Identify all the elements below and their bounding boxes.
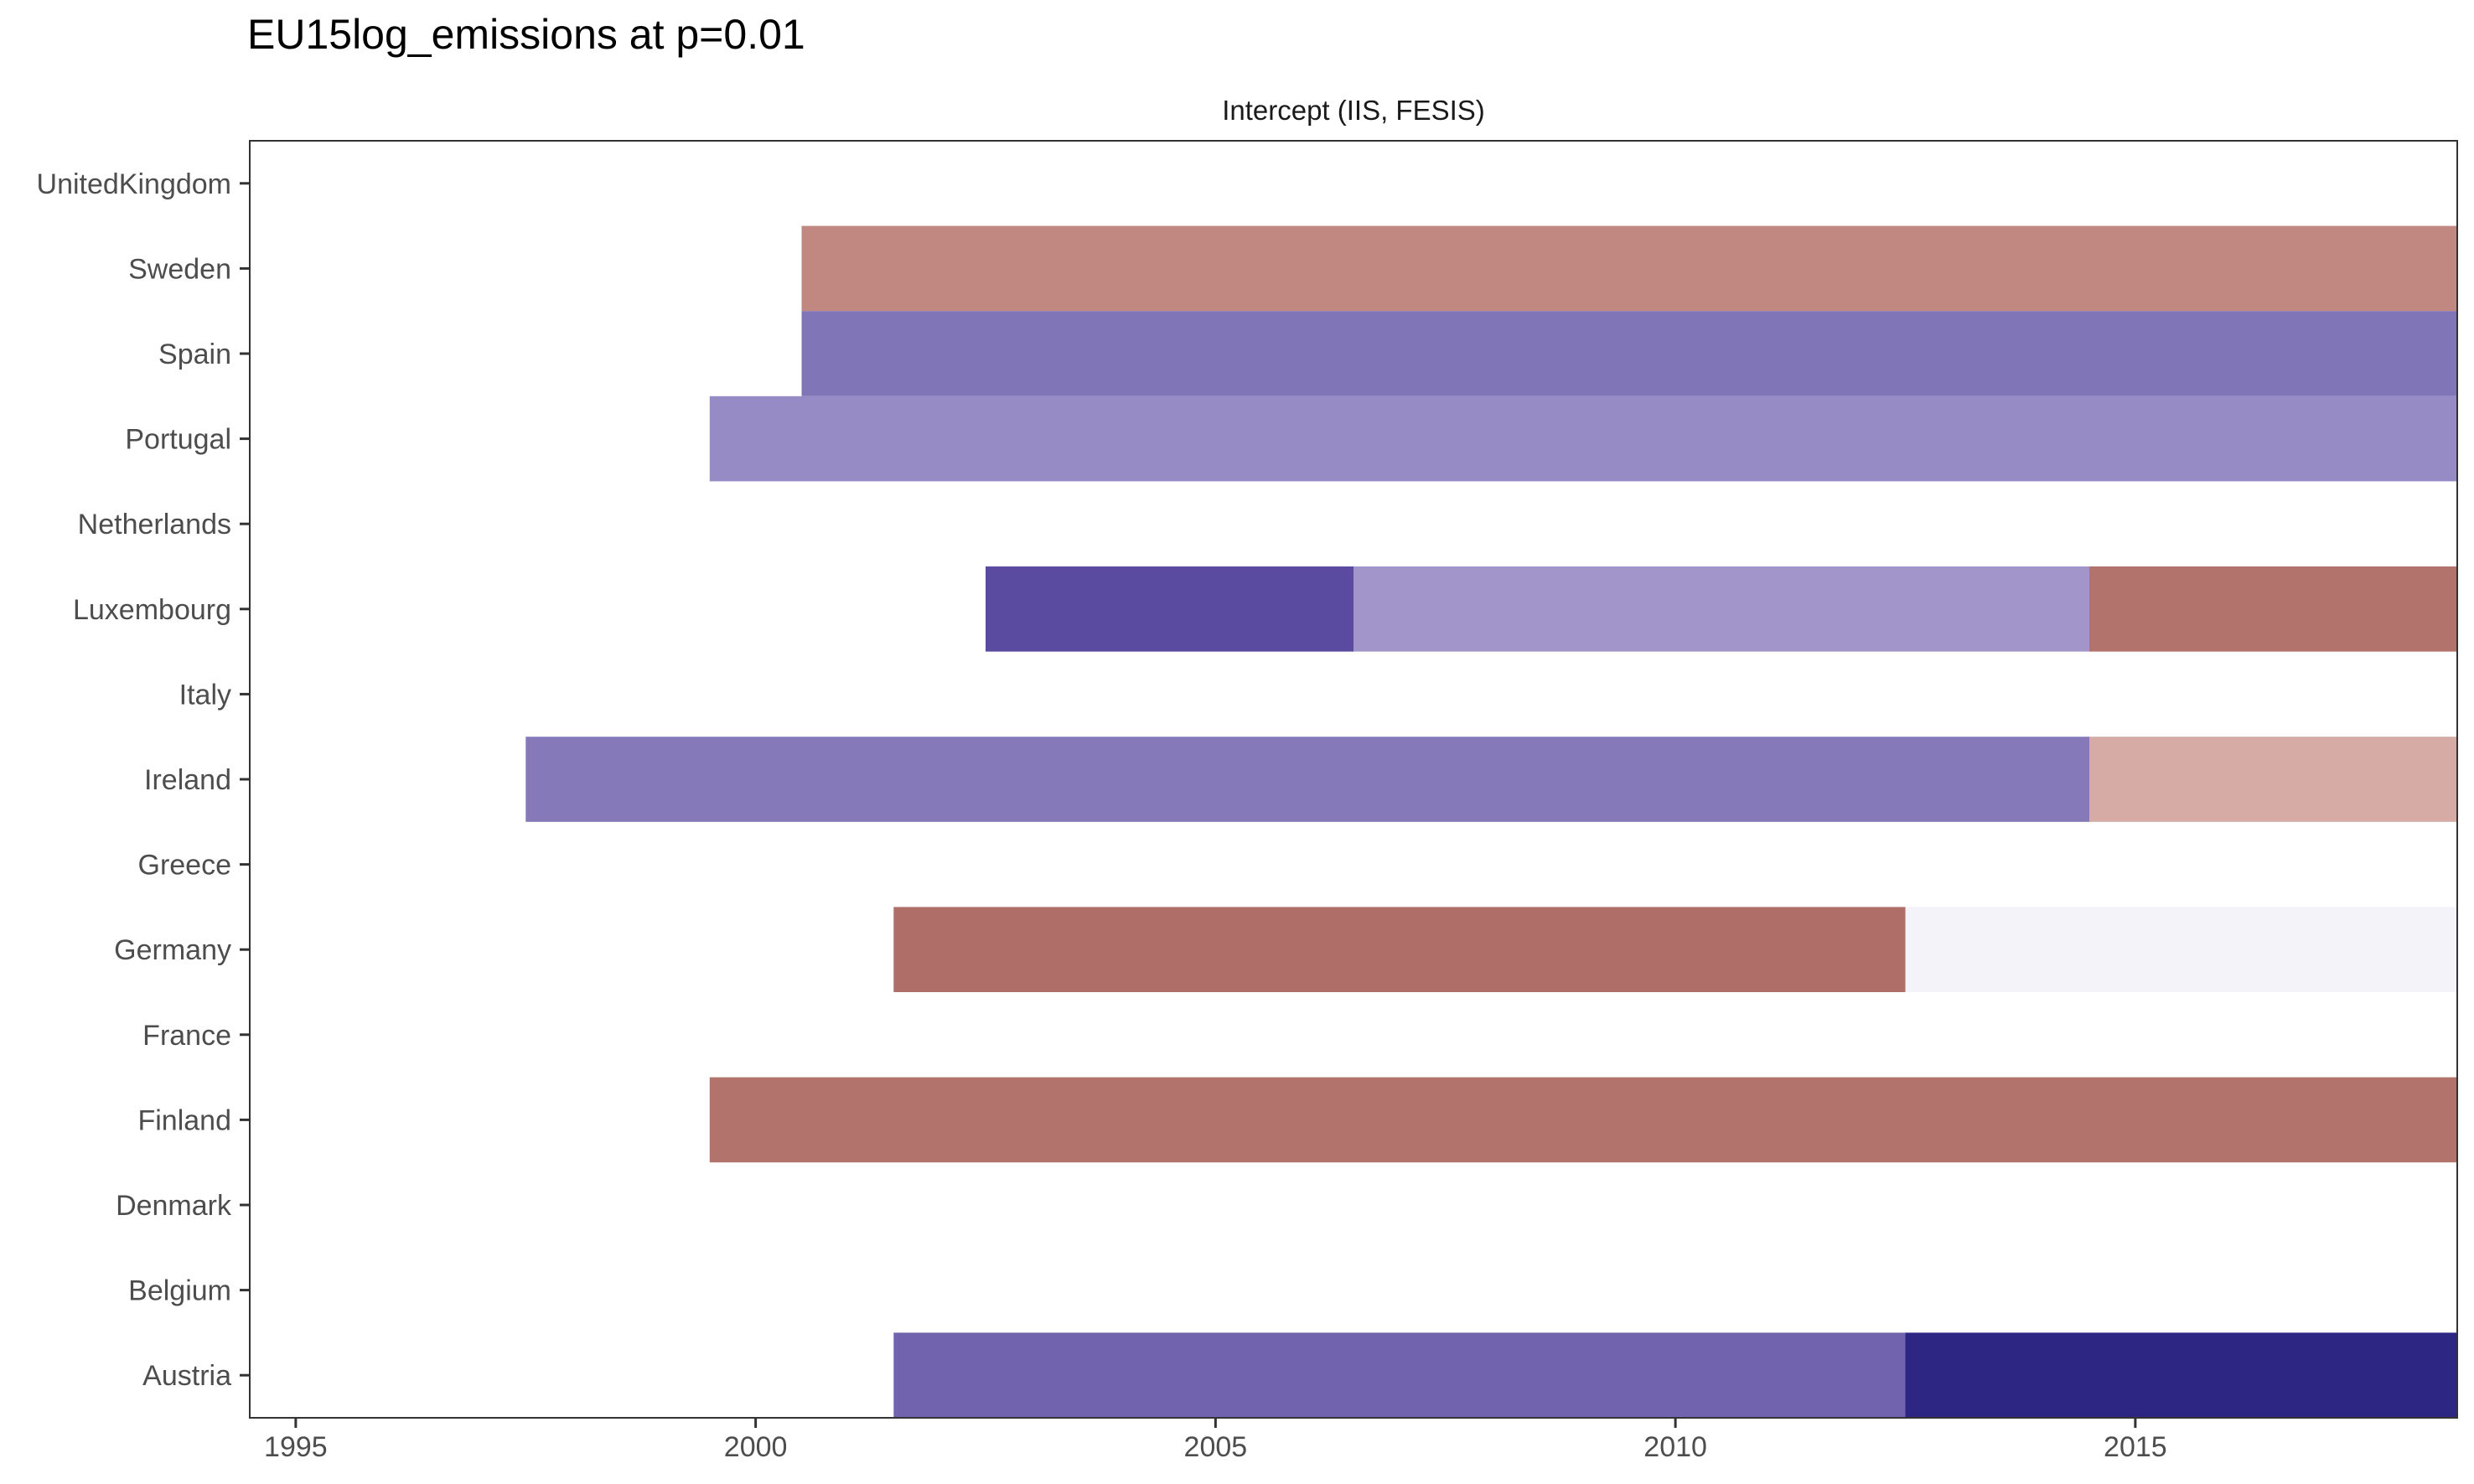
y-tick-label-denmark: Denmark — [116, 1190, 232, 1222]
bar-segment-ireland — [2089, 737, 2457, 822]
y-tick-label-ireland: Ireland — [144, 764, 231, 796]
x-tick-label-2000: 2000 — [724, 1431, 788, 1463]
bar-segment-germany — [893, 907, 1906, 992]
x-tick-label-2015: 2015 — [2104, 1431, 2167, 1463]
y-tick-label-spain: Spain — [158, 339, 231, 370]
bar-segment-ireland — [525, 737, 2090, 822]
bar-segment-austria — [1905, 1332, 2457, 1418]
y-tick-label-sweden: Sweden — [128, 253, 231, 285]
chart-title: EU15log_emissions at p=0.01 — [247, 11, 805, 58]
y-tick-label-germany: Germany — [114, 934, 231, 966]
bar-segment-finland — [709, 1077, 2458, 1163]
y-tick-label-unitedkingdom: UnitedKingdom — [37, 168, 231, 200]
y-tick-label-italy: Italy — [179, 679, 231, 711]
y-tick-label-belgium: Belgium — [128, 1275, 231, 1307]
x-axis: 1995 2000 2005 2010 2015 — [264, 1418, 2167, 1463]
y-tick-label-finland: Finland — [137, 1104, 231, 1136]
x-tick-label-2010: 2010 — [1643, 1431, 1707, 1463]
y-tick-label-greece: Greece — [138, 850, 232, 882]
x-tick-label-2005: 2005 — [1184, 1431, 1248, 1463]
bar-segment-sweden — [801, 225, 2457, 312]
bars-group — [525, 225, 2458, 1418]
x-tick-label-1995: 1995 — [264, 1431, 328, 1463]
y-tick-label-portugal: Portugal — [125, 424, 231, 456]
bar-segment-germany — [1905, 907, 2457, 992]
bar-segment-luxembourg — [1353, 566, 2089, 652]
bar-segment-luxembourg — [2089, 566, 2457, 652]
bar-segment-portugal — [709, 396, 2458, 482]
facet-strip-label: Intercept (IIS, FESIS) — [1222, 95, 1485, 126]
bar-segment-luxembourg — [986, 566, 1353, 652]
y-tick-label-france: France — [142, 1020, 231, 1052]
bar-segment-austria — [893, 1332, 1906, 1418]
bar-segment-spain — [801, 311, 2457, 396]
y-tick-label-luxembourg: Luxembourg — [73, 594, 231, 626]
y-axis: UnitedKingdom Sweden Spain Portugal Netherla… — [37, 168, 250, 1392]
y-tick-label-austria: Austria — [142, 1360, 231, 1392]
y-tick-label-netherlands: Netherlands — [78, 509, 231, 540]
